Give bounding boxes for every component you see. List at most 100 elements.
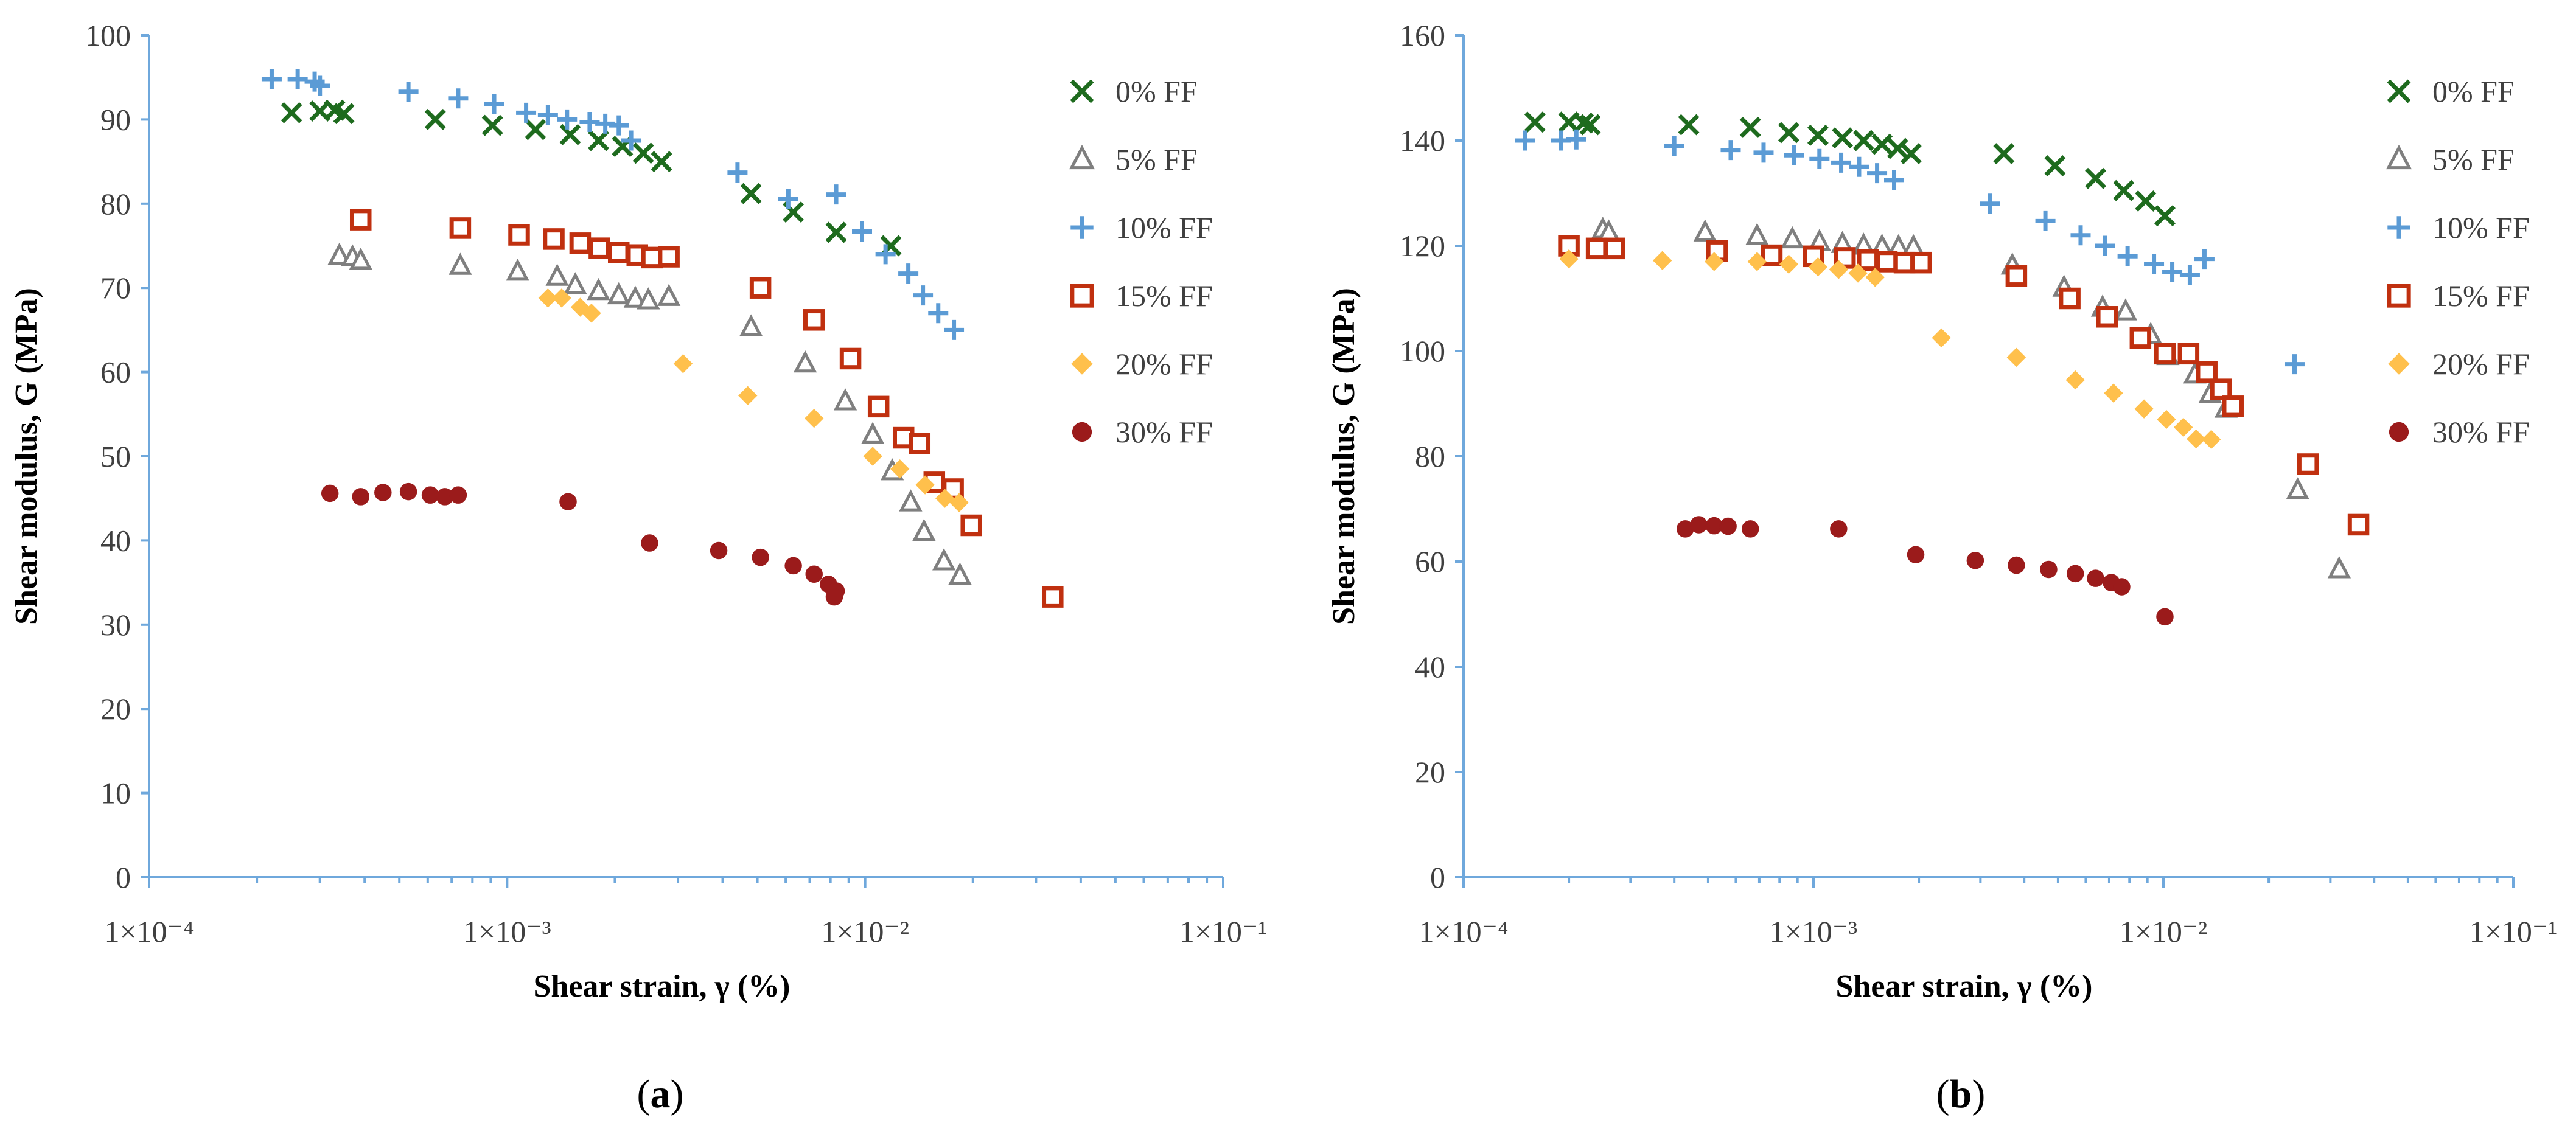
- y-tick-label: 40: [1415, 650, 1445, 684]
- legend-entry: 5% FF: [2386, 142, 2515, 176]
- x-tick-label: 1×10⁻²: [2120, 914, 2208, 948]
- data-point: [2087, 569, 2104, 587]
- legend-label: 15% FF: [1115, 279, 1213, 313]
- series-30-ff: [321, 482, 845, 606]
- data-point: [287, 69, 308, 89]
- legend-entry: 5% FF: [1069, 142, 1198, 176]
- data-point: [609, 115, 629, 136]
- legend-marker: [2386, 144, 2412, 170]
- data-point: [2157, 409, 2176, 430]
- data-point: [2201, 430, 2221, 450]
- data-point: [1572, 112, 1594, 134]
- data-point: [657, 284, 681, 306]
- series-15-ff: [349, 209, 1064, 608]
- legend-marker: [1072, 422, 1092, 442]
- legend-entry: 0% FF: [2387, 74, 2515, 108]
- series-15-ff: [1558, 235, 2370, 536]
- series-5-ff: [327, 242, 972, 585]
- data-point: [2222, 395, 2244, 417]
- data-point: [1524, 111, 1546, 133]
- legend-entry: 15% FF: [1070, 279, 1213, 313]
- data-point: [399, 482, 417, 501]
- data-point: [1781, 226, 1804, 249]
- x-tick-label: 1×10⁻³: [1770, 914, 1858, 948]
- data-point: [915, 475, 935, 495]
- x-tick-label: 1×10⁻⁴: [1419, 914, 1508, 948]
- data-point: [1829, 260, 1849, 279]
- data-point: [436, 488, 454, 506]
- data-point: [803, 309, 825, 331]
- data-point: [1910, 251, 1932, 274]
- data-point: [658, 246, 680, 268]
- x-tick-label: 1×10⁻³: [463, 914, 551, 948]
- panel-label: (b): [1936, 1072, 1986, 1116]
- legend-marker: [1070, 284, 1094, 308]
- data-point: [727, 162, 748, 183]
- chart-panel-a: 0 10 20 30 40 50 60 70 80 90 100 1×10⁻⁴ 1×10⁻³ 1×10⁻²…: [9, 18, 1267, 1116]
- data-point: [1865, 268, 1885, 287]
- data-point: [928, 303, 949, 324]
- data-point: [1807, 124, 1829, 146]
- data-point: [1515, 130, 1535, 151]
- data-point: [1849, 156, 1869, 177]
- data-point: [913, 285, 934, 306]
- data-point: [632, 142, 654, 164]
- x-tick-label: 1×10⁻²: [821, 914, 909, 948]
- data-point: [710, 541, 728, 560]
- legend-marker: [1070, 79, 1094, 103]
- data-point: [2179, 265, 2200, 285]
- data-point: [641, 534, 658, 552]
- data-point: [2154, 205, 2176, 227]
- data-point: [1753, 142, 1774, 163]
- data-point: [559, 493, 577, 510]
- data-point: [2096, 306, 2118, 328]
- data-point: [898, 263, 919, 284]
- data-point: [1653, 251, 1672, 270]
- data-point: [374, 484, 392, 501]
- panel-label-letter: a: [651, 1072, 671, 1116]
- y-tick-label: 100: [1400, 334, 1445, 368]
- legend-marker: [2387, 284, 2411, 308]
- data-point: [2196, 361, 2218, 383]
- data-point: [281, 102, 302, 123]
- data-point: [784, 557, 802, 575]
- data-point: [2117, 246, 2138, 266]
- data-point: [860, 422, 885, 444]
- legend-marker: [1071, 353, 1093, 375]
- data-point: [909, 433, 931, 454]
- data-point: [944, 319, 965, 340]
- data-point: [1739, 116, 1761, 138]
- legend-label: 5% FF: [1115, 142, 1198, 176]
- series-0-ff: [1524, 111, 2176, 227]
- y-tick-label: 20: [1415, 755, 1445, 789]
- legend-entry: 15% FF: [2387, 279, 2530, 313]
- y-tick-label: 0: [1430, 860, 1445, 894]
- data-point: [1784, 145, 1804, 165]
- data-point: [588, 130, 609, 151]
- data-point: [1720, 140, 1741, 161]
- data-point: [2040, 560, 2058, 579]
- data-point: [1747, 252, 1767, 271]
- data-point: [1907, 546, 1925, 564]
- data-point: [833, 388, 857, 411]
- data-point: [1778, 122, 1799, 144]
- data-point: [449, 252, 472, 275]
- y-tick-label: 90: [100, 102, 131, 136]
- data-point: [1852, 130, 1874, 151]
- legend-entry: 20% FF: [2388, 347, 2530, 381]
- series-20-ff: [1559, 249, 2221, 450]
- series-20-ff: [538, 288, 969, 512]
- legend-entry: 30% FF: [1072, 415, 1213, 449]
- data-point: [525, 119, 546, 141]
- panel-label: (a): [637, 1072, 684, 1116]
- data-point: [1980, 193, 2000, 214]
- data-point: [1966, 552, 1984, 569]
- legend-marker: [2388, 353, 2410, 375]
- data-point: [557, 109, 578, 130]
- data-point: [1867, 163, 1888, 184]
- data-point: [1876, 251, 1898, 273]
- data-point: [449, 486, 467, 504]
- legend-entry: 20% FF: [1071, 347, 1213, 381]
- legend-marker: [2389, 422, 2409, 442]
